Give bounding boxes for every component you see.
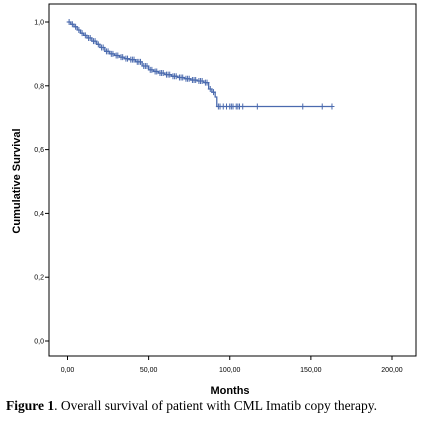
censor-mark	[69, 21, 75, 28]
censor-mark	[79, 30, 85, 37]
y-ticks: 0,0 0,2 0,4 0,6 0,8 1,0	[34, 20, 49, 346]
figure-caption: Figure 1. Overall survival of patient wi…	[6, 397, 416, 414]
censor-mark	[211, 89, 217, 96]
x-tick-label: 200,00	[381, 367, 403, 374]
censor-mark	[144, 63, 150, 70]
censor-mark	[95, 41, 101, 48]
censor-mark	[193, 77, 199, 84]
y-tick-label: 0,6	[34, 147, 44, 154]
censor-mark	[76, 26, 82, 33]
caption-text: . Overall survival of patient with CML I…	[54, 398, 378, 413]
censor-mark	[115, 52, 121, 59]
censor-mark	[160, 70, 166, 77]
censor-mark	[125, 55, 131, 62]
y-tick-label: 0,0	[34, 339, 44, 346]
censor-mark	[207, 85, 213, 92]
censor-mark	[100, 44, 106, 51]
censor-mark	[131, 56, 137, 63]
censor-mark	[300, 103, 306, 110]
y-axis-title: Cumulative Survival	[11, 128, 23, 233]
x-axis-title: Months	[210, 385, 249, 395]
censor-marks	[66, 19, 335, 110]
x-tick-label: 150,00	[300, 367, 322, 374]
censor-mark	[329, 103, 335, 110]
censor-mark	[186, 75, 192, 82]
censor-mark	[240, 103, 246, 110]
censor-mark	[199, 78, 205, 85]
censor-mark	[149, 66, 155, 73]
censor-mark	[120, 54, 126, 61]
x-tick-label: 50,00	[140, 367, 158, 374]
x-tick-label: 0,00	[61, 367, 75, 374]
survival-curve-group	[67, 21, 332, 108]
y-tick-label: 0,4	[34, 211, 44, 218]
plot-frame	[48, 3, 417, 357]
axes	[48, 3, 417, 357]
survival-curve	[67, 21, 332, 108]
censor-mark	[92, 38, 98, 45]
censor-mark	[173, 73, 179, 80]
censor-mark	[180, 74, 186, 81]
censor-mark	[73, 23, 79, 30]
censor-mark	[138, 58, 144, 65]
censor-mark	[82, 32, 88, 39]
survival-chart: 0,0 0,2 0,4 0,6 0,8 1,0 0,00 50,00 100,00 150,00…	[11, 3, 417, 395]
y-tick-label: 1,0	[34, 20, 44, 27]
x-ticks: 0,00 50,00 100,00 150,00 200,00	[61, 356, 403, 374]
y-tick-label: 0,2	[34, 275, 44, 282]
censor-mark	[66, 19, 72, 25]
censor-mark	[105, 48, 111, 55]
y-tick-label: 0,8	[34, 83, 44, 90]
censor-mark	[167, 71, 173, 78]
censor-mark	[254, 103, 260, 110]
x-tick-label: 100,00	[219, 367, 241, 374]
censor-mark	[154, 68, 160, 75]
censor-mark	[87, 34, 93, 41]
caption-label: Figure 1	[6, 398, 55, 413]
censor-mark	[110, 50, 116, 57]
censor-mark	[319, 103, 325, 110]
censor-mark	[204, 79, 210, 86]
